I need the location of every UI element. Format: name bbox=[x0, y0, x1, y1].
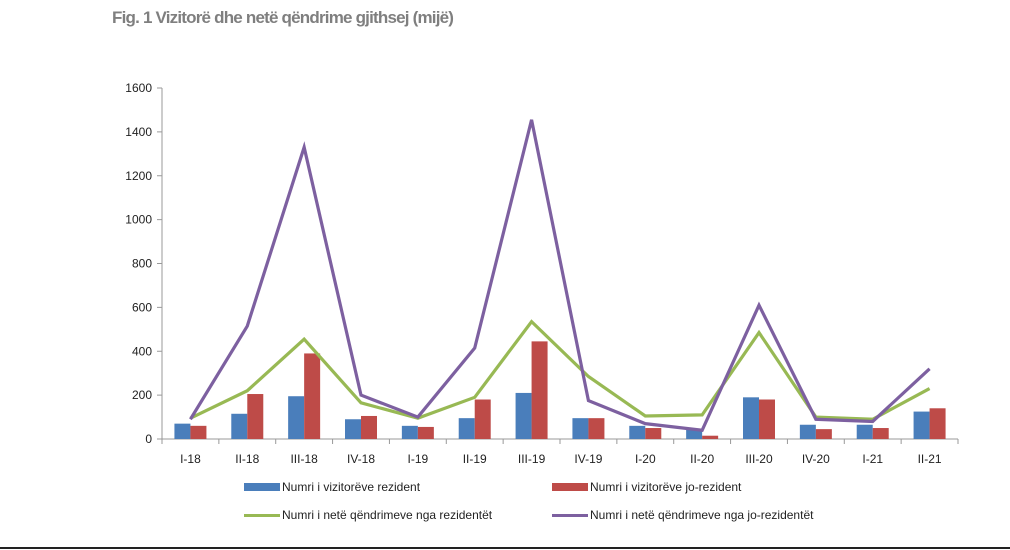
bar-resident-II-18 bbox=[231, 413, 248, 439]
bar-resident-II-21 bbox=[913, 411, 930, 439]
bar-resident-III-19 bbox=[515, 392, 532, 439]
bar-nonresident-II-19 bbox=[474, 399, 491, 439]
x-tick-label: I-21 bbox=[862, 452, 883, 466]
y-tick-label: 200 bbox=[132, 388, 152, 402]
legend-item-resident-visitors: Numri i vizitorëve rezident bbox=[244, 480, 420, 494]
x-tick-label: II-18 bbox=[235, 452, 259, 466]
legend-swatch bbox=[552, 513, 588, 517]
legend-label: Numri i netë qëndrimeve nga jo-rezidentë… bbox=[590, 508, 814, 522]
y-tick-label: 1200 bbox=[125, 169, 152, 183]
bar-resident-II-19 bbox=[458, 418, 475, 439]
bar-resident-II-20 bbox=[686, 429, 703, 439]
y-tick-label: 800 bbox=[132, 257, 152, 271]
bar-nonresident-I-21 bbox=[872, 428, 889, 439]
legend-label: Numri i vizitorëve jo-rezident bbox=[590, 480, 742, 494]
bar-nonresident-III-20 bbox=[759, 399, 775, 439]
y-axis: 0 200 400 600 800 1000 1200 1400 1600 bbox=[125, 81, 163, 446]
bar-resident-IV-20 bbox=[799, 424, 816, 439]
x-tick-label: III-19 bbox=[518, 452, 546, 466]
bar-resident-I-20 bbox=[629, 425, 646, 439]
x-tick-label: II-21 bbox=[918, 452, 942, 466]
bar-nonresident-II-18 bbox=[247, 394, 264, 439]
x-tick-label: IV-18 bbox=[347, 452, 375, 466]
legend-item-nonresident-nights: Numri i netë qëndrimeve nga jo-rezidentë… bbox=[552, 508, 813, 522]
x-axis: I-18 II-18 III-18 IV-18 I-19 II-19 III-19 IV-19… bbox=[161, 438, 959, 466]
bar-resident-IV-19 bbox=[572, 418, 589, 439]
legend-swatch bbox=[244, 513, 280, 517]
y-tick-label: 400 bbox=[132, 344, 152, 358]
x-tick-label: IV-19 bbox=[574, 452, 602, 466]
legend-item-nonresident-visitors: Numri i vizitorëve jo-rezident bbox=[552, 480, 741, 494]
bar-nonresident-II-20 bbox=[702, 435, 719, 439]
y-tick-label: 1600 bbox=[125, 81, 152, 95]
y-tick-label: 0 bbox=[145, 432, 152, 446]
bar-nonresident-III-18 bbox=[304, 353, 321, 439]
bar-nonresident-I-20 bbox=[645, 428, 662, 439]
bar-resident-III-18 bbox=[288, 396, 305, 439]
bar-resident-I-18 bbox=[174, 423, 191, 439]
bar-resident-III-20 bbox=[743, 397, 759, 439]
bar-resident-I-21 bbox=[856, 424, 873, 439]
bar-resident-I-19 bbox=[401, 425, 418, 439]
x-tick-label: I-19 bbox=[408, 452, 429, 466]
bottom-divider bbox=[0, 547, 1010, 549]
chart-title: Fig. 1 Vizitorë dhe netë qëndrime gjiths… bbox=[112, 8, 454, 27]
line-nonresident-nights bbox=[189, 119, 931, 432]
bar-nonresident-IV-19 bbox=[588, 418, 605, 439]
x-tick-label: I-20 bbox=[635, 452, 656, 466]
x-tick-label: II-20 bbox=[690, 452, 714, 466]
bar-resident-IV-18 bbox=[345, 419, 361, 439]
x-tick-label: I-18 bbox=[180, 452, 201, 466]
bar-nonresident-II-21 bbox=[929, 408, 946, 439]
legend-swatch bbox=[244, 483, 280, 491]
bar-nonresident-IV-18 bbox=[361, 415, 377, 439]
legend-label: Numri i vizitorëve rezident bbox=[282, 480, 421, 494]
bars bbox=[174, 341, 946, 439]
bar-nonresident-I-18 bbox=[190, 425, 207, 439]
bar-nonresident-I-19 bbox=[417, 426, 434, 439]
legend-label: Numri i netë qëndrimeve nga rezidentët bbox=[282, 508, 493, 522]
bar-nonresident-IV-20 bbox=[815, 429, 832, 439]
bar-nonresident-III-19 bbox=[531, 341, 548, 439]
y-tick-label: 1400 bbox=[125, 125, 152, 139]
x-tick-label: III-20 bbox=[745, 452, 773, 466]
y-tick-label: 1000 bbox=[125, 213, 152, 227]
legend-swatch bbox=[552, 483, 588, 491]
y-tick-label: 600 bbox=[132, 300, 152, 314]
x-tick-label: II-19 bbox=[463, 452, 487, 466]
x-tick-label: IV-20 bbox=[802, 452, 830, 466]
legend-item-resident-nights: Numri i netë qëndrimeve nga rezidentët bbox=[244, 508, 492, 522]
x-tick-label: III-18 bbox=[290, 452, 318, 466]
lines bbox=[189, 119, 931, 432]
